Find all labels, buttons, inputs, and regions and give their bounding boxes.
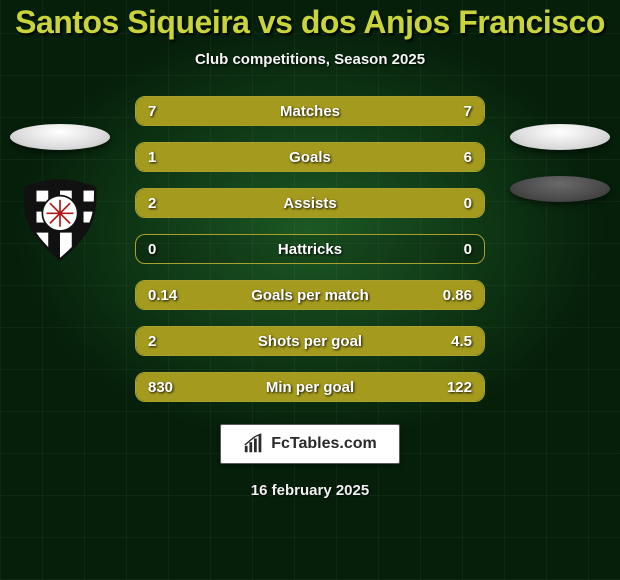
player-right-placeholder-2-icon (510, 176, 610, 202)
stat-row: 24.5Shots per goal (135, 326, 485, 356)
stat-fill-right (186, 143, 484, 171)
stat-value-left: 0 (148, 235, 156, 263)
stat-value-left: 2 (148, 327, 156, 355)
stat-row: 830122Min per goal (135, 372, 485, 402)
chart-bars-icon (243, 433, 265, 455)
club-badge-icon (18, 178, 102, 262)
stat-value-left: 830 (148, 373, 173, 401)
stat-row: 20Assists (135, 188, 485, 218)
stat-fill-left (136, 97, 310, 125)
stat-value-right: 0 (464, 189, 472, 217)
date-label: 16 february 2025 (251, 482, 369, 499)
stat-value-right: 4.5 (451, 327, 472, 355)
fctables-logo: FcTables.com (220, 424, 400, 464)
stat-label: Hattricks (136, 235, 484, 263)
stat-fill-right (310, 97, 484, 125)
stat-fill-right (243, 327, 484, 355)
stat-value-left: 0.14 (148, 281, 177, 309)
player-left-placeholder-icon (10, 124, 110, 150)
stat-value-right: 0 (464, 235, 472, 263)
content-wrap: Santos Siqueira vs dos Anjos Francisco C… (0, 0, 620, 580)
stat-value-left: 7 (148, 97, 156, 125)
stat-row: 77Matches (135, 96, 485, 126)
subtitle: Club competitions, Season 2025 (195, 51, 425, 68)
stat-fill-right (185, 281, 484, 309)
stat-fill-left (136, 189, 484, 217)
stat-row: 0.140.86Goals per match (135, 280, 485, 310)
stat-fill-left (136, 373, 439, 401)
stat-fill-left (136, 143, 186, 171)
stat-value-right: 6 (464, 143, 472, 171)
stat-row: 0 0Hattricks (135, 234, 485, 264)
stat-value-right: 122 (447, 373, 472, 401)
stat-value-right: 0.86 (443, 281, 472, 309)
fctables-logo-text: FcTables.com (271, 435, 377, 453)
stat-value-left: 2 (148, 189, 156, 217)
page-title: Santos Siqueira vs dos Anjos Francisco (15, 4, 605, 41)
stat-value-right: 7 (464, 97, 472, 125)
stat-row: 16Goals (135, 142, 485, 172)
stat-value-left: 1 (148, 143, 156, 171)
player-right-placeholder-1-icon (510, 124, 610, 150)
